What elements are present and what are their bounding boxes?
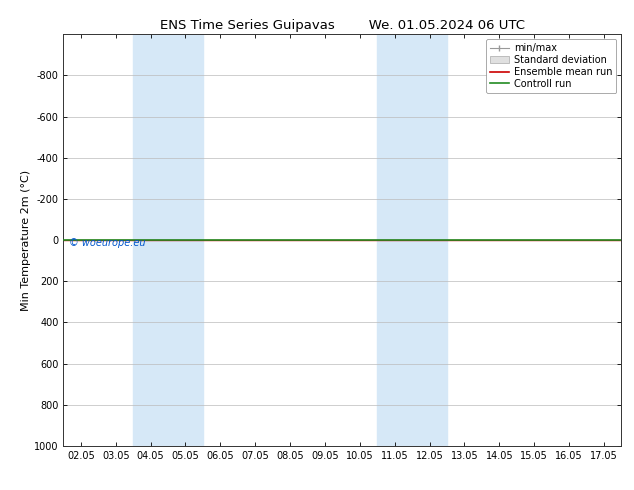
Text: © woeurope.eu: © woeurope.eu	[69, 238, 145, 248]
Bar	[377, 34, 447, 446]
Legend: min/max, Standard deviation, Ensemble mean run, Controll run: min/max, Standard deviation, Ensemble me…	[486, 39, 616, 93]
Y-axis label: Min Temperature 2m (°C): Min Temperature 2m (°C)	[22, 170, 31, 311]
Title: ENS Time Series Guipavas        We. 01.05.2024 06 UTC: ENS Time Series Guipavas We. 01.05.2024 …	[160, 19, 525, 32]
Bar	[133, 34, 203, 446]
